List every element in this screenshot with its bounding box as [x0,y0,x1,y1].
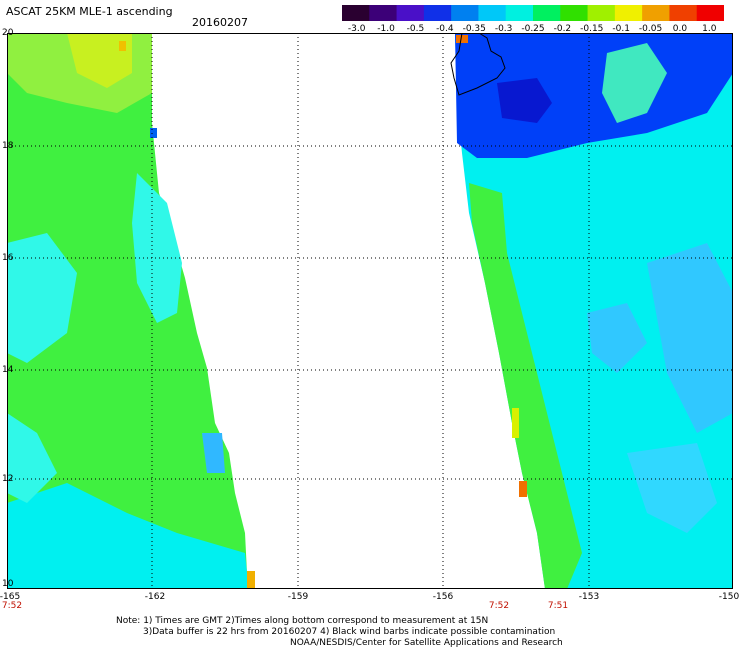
chart-date: 20160207 [192,16,248,29]
left-swath-cyan-band [132,173,182,323]
right-swath-sky-area [647,243,733,433]
time-label-left: 7:52 [1,601,23,611]
color-scale-label: -0.3 [494,24,513,34]
lon-label-165: -165 [0,592,21,602]
color-scale-segment [696,5,724,21]
color-scale-label: 0.0 [672,24,688,34]
right-swath-cyan-lower [627,443,717,533]
right-swath-orange-pixel-2 [519,481,527,497]
lat-label-16: 16 [2,253,14,263]
note-line-3: NOAA/NESDIS/Center for Satellite Applica… [290,638,563,648]
left-swath-blue-spot [202,433,225,473]
left-swath-edge-blue [150,128,157,138]
left-swath-orange-pixel [119,41,126,51]
time-label-right: 7:51 [547,601,569,611]
right-swath-green-edge [469,183,582,589]
lat-label-12: 12 [2,474,14,484]
color-scale-segment [396,5,425,21]
lon-label-162: -162 [144,592,166,602]
chart-title: ASCAT 25KM MLE-1 ascending [6,5,173,18]
color-scale-label: -0.15 [580,24,604,34]
right-swath-sky-area-2 [587,303,647,373]
left-swath [7,33,255,589]
color-scale-label: -0.1 [612,24,630,34]
map-border [7,33,733,589]
left-swath-cyan-mid [7,233,77,363]
right-swath-yellow-pixel [512,408,519,438]
color-scale-label: -0.2 [553,24,572,34]
right-swath-light-blue-bands [602,43,667,123]
hawaii-coastline [450,33,506,96]
color-scale-segment [642,5,670,21]
note-line-2: 3)Data buffer is 22 hrs from 20160207 4)… [143,627,556,637]
color-scale-segment [423,5,452,21]
lat-label-18: 18 [2,141,14,151]
lon-label-159: -159 [287,592,309,602]
lon-label-150: -150 [718,592,740,602]
color-scale-label: -3.0 [347,24,366,34]
color-scale-segment [342,5,370,21]
color-scale-label: -0.4 [436,24,454,34]
color-scale-segment [505,5,534,21]
right-swath [450,33,733,589]
left-swath-edge-yellow [247,571,255,589]
color-scale-label: 1.0 [702,24,717,34]
color-scale-segment [614,5,643,21]
lon-label-153: -153 [578,592,600,602]
color-scale-segment [587,5,616,21]
color-scale-segment [533,5,561,21]
color-scale-label: -1.0 [377,24,395,34]
wind-map [7,33,733,589]
right-swath-orange-pixel [456,35,468,43]
color-scale-segment [669,5,698,21]
color-scale-segment [451,5,479,21]
note-line-1: Note: 1) Times are GMT 2)Times along bot… [116,616,489,626]
left-swath-yellow [67,33,132,88]
lat-label-14: 14 [2,365,14,375]
color-scale-segment [560,5,589,21]
color-scale-label: -0.35 [462,24,486,34]
lat-label-20: 20 [2,28,14,38]
color-scale-segment [369,5,398,21]
lat-label-10: 10 [2,579,14,589]
left-swath-cyan-bottom-left [7,413,57,503]
left-swath-base [7,33,255,589]
right-swath-dark-blue [497,78,552,123]
lon-label-156: -156 [432,592,454,602]
color-scale-bar [342,5,724,21]
color-scale-label: -0.05 [638,24,663,34]
color-scale-label: -0.25 [521,24,545,34]
left-swath-cyan-lower [7,483,255,589]
color-scale-label: -0.5 [406,24,425,34]
color-scale-segment [478,5,507,21]
time-label-mid: 7:52 [488,601,510,611]
map-grid [7,33,733,589]
right-swath-blue-north [455,33,733,158]
